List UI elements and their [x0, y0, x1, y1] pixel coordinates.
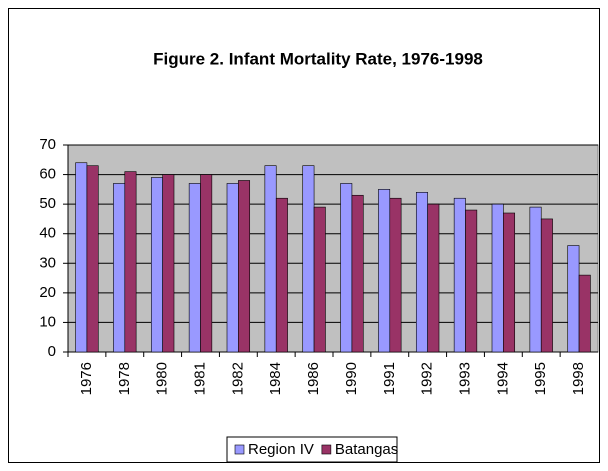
bar: [150, 177, 163, 353]
bar: [124, 171, 137, 353]
x-tick-label: 1980: [154, 362, 171, 395]
plot-area: [67, 144, 599, 353]
legend-label: Region IV: [248, 441, 314, 458]
bar: [275, 197, 288, 353]
x-tick-label: 1981: [191, 362, 208, 395]
bar: [238, 180, 251, 353]
bar: [529, 206, 542, 353]
x-tick-label: 1978: [116, 362, 133, 395]
y-tick-label: 30: [39, 254, 56, 271]
bar: [503, 212, 516, 353]
x-tick-label: 1991: [381, 362, 398, 395]
bar: [351, 194, 364, 353]
x-tick-label: 1982: [229, 362, 246, 395]
bar: [427, 203, 440, 353]
bar: [415, 192, 428, 353]
bar: [567, 245, 580, 353]
bar: [200, 174, 213, 353]
x-tick-label: 1984: [267, 362, 284, 395]
bar: [86, 165, 99, 353]
bar: [188, 183, 201, 353]
x-tick-label: 1992: [419, 362, 436, 395]
bar: [340, 183, 353, 353]
bar: [491, 203, 504, 353]
chart-title: Figure 2. Infant Mortality Rate, 1976-19…: [153, 49, 483, 68]
x-tick-label: 1993: [456, 362, 473, 395]
bar: [465, 209, 478, 353]
y-tick-label: 40: [39, 225, 56, 242]
bar: [226, 183, 239, 353]
legend-swatch: [321, 444, 332, 455]
bar: [378, 189, 391, 353]
legend-swatch: [234, 444, 245, 455]
bar: [113, 183, 126, 353]
legend-label: Batangas: [335, 441, 398, 458]
x-tick-label: 1998: [570, 362, 587, 395]
x-tick-label: 1976: [78, 362, 95, 395]
y-tick-label: 60: [39, 166, 56, 183]
bar: [313, 206, 326, 353]
bar: [540, 218, 553, 353]
y-tick-label: 10: [39, 313, 56, 330]
x-tick-label: 1986: [305, 362, 322, 395]
x-tick-label: 1990: [343, 362, 360, 395]
bar: [264, 165, 277, 353]
bar: [578, 274, 591, 353]
bar: [389, 197, 402, 353]
bar: [453, 197, 466, 353]
bar: [302, 165, 315, 353]
y-tick-label: 70: [39, 136, 56, 153]
legend-box: [226, 436, 398, 463]
x-tick-label: 1995: [532, 362, 549, 395]
y-tick-label: 0: [48, 343, 56, 360]
y-tick-label: 50: [39, 195, 56, 212]
y-tick-label: 20: [39, 284, 56, 301]
x-tick-label: 1994: [494, 362, 511, 395]
bar: [162, 174, 175, 353]
bar: [75, 162, 88, 353]
